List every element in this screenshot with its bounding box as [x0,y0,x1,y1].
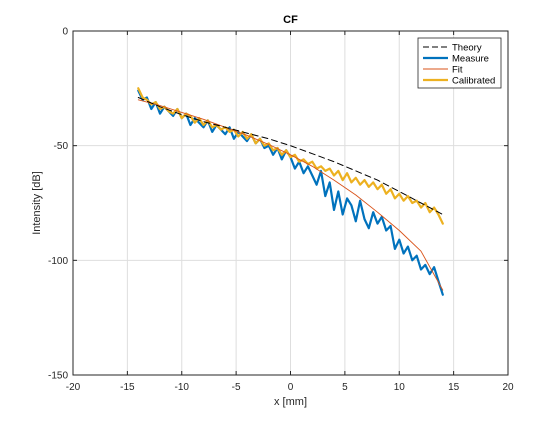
y-tick-label: -100 [48,256,68,267]
legend-label-fit: Fit [452,65,463,76]
x-tick-label: 15 [448,382,460,393]
x-tick-label: -10 [175,382,190,393]
ticks: -20 -15 -10 -5 0 5 10 15 200-50-100-150 [48,27,514,394]
x-tick-label: 0 [288,382,294,393]
series-layer [137,87,444,296]
x-tick-label: -5 [232,382,241,393]
y-tick-label: -150 [48,371,68,382]
legend-label-calibrated: Calibrated [452,76,495,87]
x-tick-label: -20 [66,382,81,393]
series-line-theory [137,97,444,215]
chart-title: CF [283,14,298,26]
y-axis-label: Intensity [dB] [31,171,43,235]
y-tick-label: 0 [62,27,68,38]
x-tick-label: 5 [342,382,348,393]
x-tick-label: 10 [394,382,406,393]
y-tick-label: -50 [54,141,69,152]
x-tick-label: 20 [502,382,514,393]
legend-label-measure: Measure [452,54,489,65]
x-axis-label: x [mm] [274,396,307,408]
x-tick-label: -15 [120,382,135,393]
series-line-fit [137,99,444,291]
legend-label-theory: Theory [452,43,482,54]
